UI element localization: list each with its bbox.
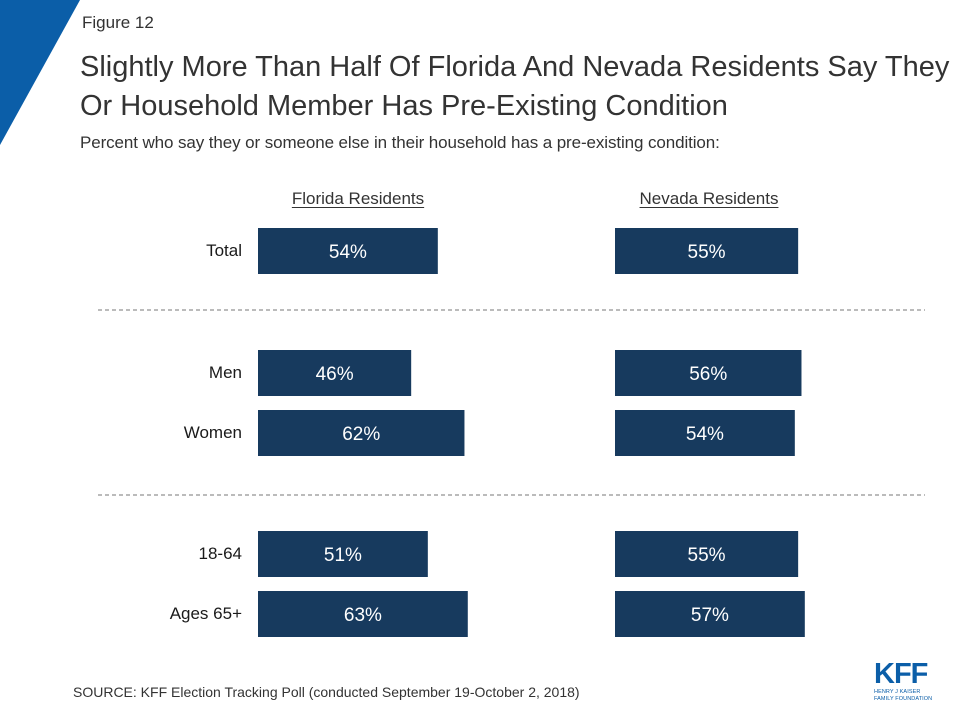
row-label-4: Ages 65+	[170, 604, 242, 623]
bar-florida-0	[258, 228, 438, 274]
row-label-0: Total	[206, 241, 242, 260]
bar-florida-3	[258, 531, 428, 577]
bar-nevada-0	[615, 228, 799, 274]
bar-label-florida-1: 46%	[316, 364, 354, 385]
bar-label-nevada-2: 54%	[686, 424, 724, 445]
source-note: SOURCE: KFF Election Tracking Poll (cond…	[73, 684, 580, 700]
bar-label-florida-3: 51%	[324, 545, 362, 566]
kff-logo: KFF HENRY J KAISER FAMILY FOUNDATION	[874, 660, 946, 702]
bar-label-florida-4: 63%	[344, 605, 382, 626]
panel-header-nevada: Nevada Residents	[639, 189, 779, 208]
row-label-3: 18-64	[199, 544, 242, 563]
logo-wordmark: KFF	[874, 658, 928, 690]
chart-subtitle: Percent who say they or someone else in …	[80, 133, 720, 152]
bar-label-nevada-0: 55%	[688, 242, 726, 263]
figure-label: Figure 12	[82, 13, 154, 32]
row-label-1: Men	[209, 363, 242, 382]
bar-nevada-2	[615, 410, 795, 456]
logo-line-2: FAMILY FOUNDATION	[874, 695, 933, 702]
bar-label-nevada-1: 56%	[689, 364, 727, 385]
row-label-2: Women	[184, 423, 242, 442]
corner-accent	[0, 0, 80, 145]
bar-label-florida-2: 62%	[342, 424, 380, 445]
panel-header-florida: Florida Residents	[291, 189, 425, 208]
chart-title: Slightly More Than Half Of Florida And N…	[80, 51, 950, 122]
bar-label-florida-0: 54%	[329, 242, 367, 263]
bar-chart: Total Men Women 18-64 Ages 65+ 54% 46% 62% 51% 63…	[98, 228, 925, 637]
bar-florida-2	[258, 410, 465, 456]
bar-nevada-3	[615, 531, 799, 577]
logo-line-1: HENRY J KAISER	[874, 689, 921, 695]
bar-nevada-4	[615, 591, 805, 637]
bar-nevada-1	[615, 350, 802, 396]
bar-florida-1	[258, 350, 412, 396]
bar-label-nevada-4: 57%	[691, 605, 729, 626]
bar-florida-4	[258, 591, 468, 637]
bar-label-nevada-3: 55%	[688, 545, 726, 566]
